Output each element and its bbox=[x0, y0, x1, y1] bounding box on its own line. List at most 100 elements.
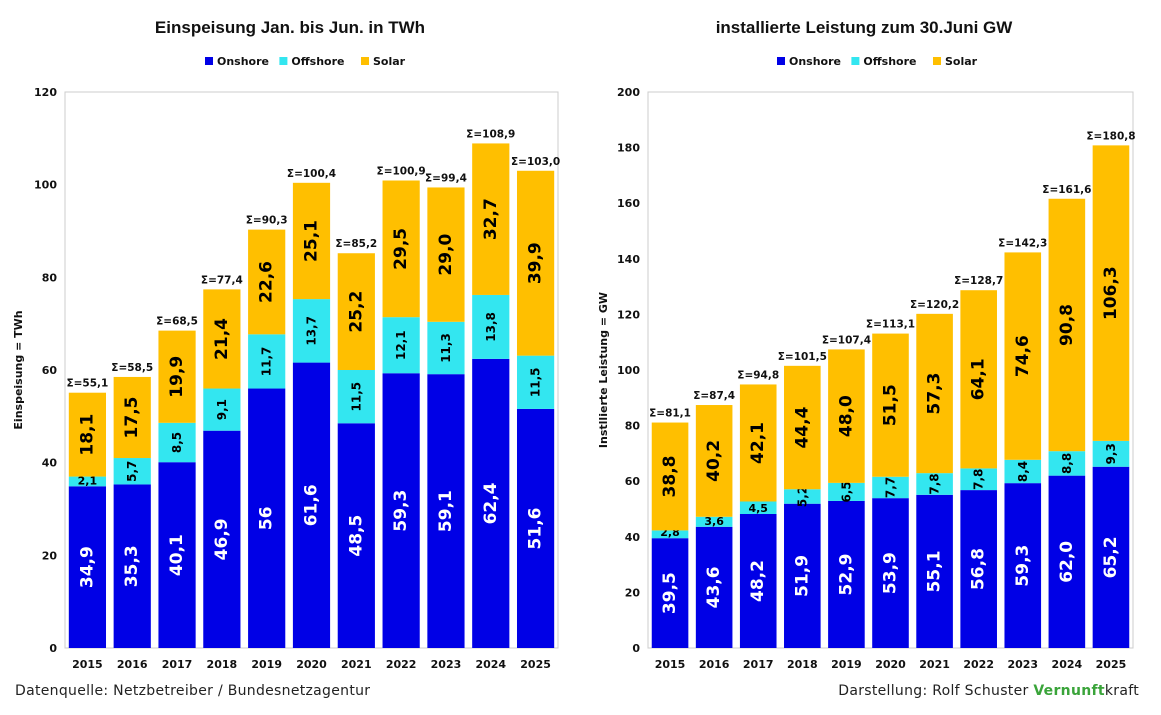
chart2-legend-swatch-solar bbox=[933, 57, 941, 65]
chart1-label-offshore-2016: 5,7 bbox=[125, 461, 139, 482]
chart1-bar-onshore-2021 bbox=[337, 423, 375, 648]
chart2-ylabel: Instllierte Leistung = GW bbox=[597, 292, 610, 448]
chart2-total-2024: Σ=161,6 bbox=[1042, 184, 1091, 196]
chart2-xtick-2025: 2025 bbox=[1096, 658, 1127, 671]
chart2-label-solar-2022: 64,1 bbox=[969, 358, 989, 400]
chart2-legend-label-solar: Solar bbox=[945, 55, 978, 68]
chart1-label-onshore-2022: 59,3 bbox=[391, 490, 411, 532]
chart2-bar-onshore-2018 bbox=[784, 503, 821, 648]
chart2-bar-offshore-2020 bbox=[872, 476, 909, 499]
chart2-label-offshore-2019: 6,5 bbox=[839, 481, 853, 502]
chart2-bar-solar-2019 bbox=[828, 349, 865, 483]
chart1-bar-solar-2024 bbox=[472, 143, 510, 295]
chart1-title: Einspeisung Jan. bis Jun. in TWh bbox=[155, 18, 425, 37]
chart1-legend-swatch-onshore bbox=[205, 57, 213, 65]
chart1-label-offshore-2024: 13,8 bbox=[484, 312, 498, 342]
chart1-label-offshore-2017: 8,5 bbox=[170, 432, 184, 453]
chart2-ytick-label: 80 bbox=[625, 420, 641, 433]
chart1-label-offshore-2021: 11,5 bbox=[349, 382, 363, 412]
chart2-label-offshore-2025: 9,3 bbox=[1104, 443, 1118, 464]
chart2-bar-solar-2022 bbox=[960, 290, 997, 469]
chart2-xtick-2021: 2021 bbox=[919, 658, 950, 671]
chart1-bar-offshore-2020 bbox=[292, 299, 331, 363]
chart1-label-solar-2023: 29,0 bbox=[436, 233, 456, 275]
chart1-label-offshore-2019: 11,7 bbox=[260, 347, 274, 377]
chart1-label-solar-2019: 22,6 bbox=[257, 261, 277, 303]
chart2-label-offshore-2018: 5,2 bbox=[795, 486, 809, 507]
chart1-label-onshore-2018: 46,9 bbox=[212, 518, 232, 560]
chart2-bar-offshore-2024 bbox=[1048, 451, 1086, 476]
chart2-label-solar-2016: 40,2 bbox=[704, 440, 724, 482]
chart2-label-solar-2015: 38,8 bbox=[660, 455, 680, 497]
chart2-bar-offshore-2019 bbox=[828, 482, 865, 501]
chart1-ytick-label: 100 bbox=[34, 179, 57, 192]
chart1-xtick-2016: 2016 bbox=[117, 658, 148, 671]
chart1-bar-offshore-2017 bbox=[158, 422, 196, 463]
chart2-bar-onshore-2017 bbox=[739, 514, 777, 648]
credit-note: Darstellung: Rolf Schuster Vernunftkraft bbox=[838, 683, 1139, 699]
chart1-total-2021: Σ=85,2 bbox=[335, 238, 377, 250]
chart2-total-2018: Σ=101,5 bbox=[778, 351, 827, 363]
chart2-bar-onshore-2016 bbox=[695, 526, 733, 648]
chart2-bar-onshore-2019 bbox=[828, 500, 865, 648]
chart2-label-onshore-2015: 39,5 bbox=[660, 572, 680, 614]
chart2-bar-solar-2020 bbox=[872, 333, 909, 477]
chart1-label-offshore-2018: 9,1 bbox=[215, 399, 229, 420]
chart2-bar-onshore-2024 bbox=[1048, 475, 1086, 648]
chart1-label-solar-2017: 19,9 bbox=[167, 356, 187, 398]
chart1-bar-offshore-2022 bbox=[382, 317, 420, 374]
chart1-bar-solar-2025 bbox=[516, 170, 555, 356]
chart1-label-offshore-2022: 12,1 bbox=[394, 330, 408, 360]
chart2-bar-offshore-2021 bbox=[916, 473, 953, 495]
chart1-label-solar-2022: 29,5 bbox=[391, 228, 411, 270]
chart1-bar-onshore-2020 bbox=[292, 362, 331, 648]
chart1-label-onshore-2024: 62,4 bbox=[481, 482, 501, 524]
chart2-bar-solar-2025 bbox=[1092, 145, 1130, 441]
chart2-xtick-2018: 2018 bbox=[787, 658, 818, 671]
chart2-legend-swatch-onshore bbox=[777, 57, 785, 65]
chart2-legend-label-onshore: Onshore bbox=[789, 55, 841, 68]
chart1-ytick-label: 60 bbox=[42, 364, 58, 377]
chart2-ytick-label: 120 bbox=[617, 308, 640, 321]
chart1-label-solar-2025: 39,9 bbox=[526, 242, 546, 284]
chart1-label-solar-2016: 17,5 bbox=[122, 397, 142, 439]
chart1-ytick-label: 20 bbox=[42, 549, 58, 562]
chart1-xtick-2017: 2017 bbox=[162, 658, 193, 671]
chart1-ytick-label: 40 bbox=[42, 457, 58, 470]
chart2-bar-offshore-2017 bbox=[739, 501, 777, 515]
chart1-legend-swatch-offshore bbox=[279, 57, 288, 65]
chart2-label-solar-2020: 51,5 bbox=[881, 384, 901, 426]
chart2-bar-onshore-2021 bbox=[916, 494, 953, 648]
chart2-bar-onshore-2015 bbox=[651, 538, 689, 648]
chart2-bar-offshore-2016 bbox=[695, 516, 733, 527]
chart2-label-onshore-2022: 56,8 bbox=[969, 548, 989, 590]
chart2-total-2019: Σ=107,4 bbox=[822, 334, 871, 346]
chart2-ytick-label: 200 bbox=[617, 86, 640, 99]
chart2-xtick-2017: 2017 bbox=[743, 658, 774, 671]
chart1-xtick-2015: 2015 bbox=[72, 658, 103, 671]
chart2-label-solar-2018: 44,4 bbox=[792, 406, 812, 448]
chart2-total-2017: Σ=94,8 bbox=[737, 369, 779, 381]
chart1-label-offshore-2023: 11,3 bbox=[439, 333, 453, 363]
chart2-label-offshore-2016: 3,6 bbox=[704, 515, 724, 528]
chart2-total-2025: Σ=180,8 bbox=[1086, 130, 1135, 142]
chart2-ytick-label: 40 bbox=[625, 531, 641, 544]
chart1-xtick-2019: 2019 bbox=[251, 658, 282, 671]
chart1-legend-label-onshore: Onshore bbox=[217, 55, 269, 68]
chart1-label-onshore-2025: 51,6 bbox=[526, 507, 546, 549]
chart2-total-2015: Σ=81,1 bbox=[649, 408, 691, 420]
chart2-label-offshore-2023: 8,4 bbox=[1016, 461, 1030, 482]
chart2-total-2022: Σ=128,7 bbox=[954, 275, 1003, 287]
credit-text: Darstellung: Rolf Schuster bbox=[838, 683, 1029, 699]
chart2-label-onshore-2019: 52,9 bbox=[836, 553, 856, 595]
chart2-label-solar-2025: 106,3 bbox=[1101, 266, 1121, 320]
chart1-total-2019: Σ=90,3 bbox=[246, 215, 288, 227]
chart1-bar-offshore-2015 bbox=[68, 476, 107, 487]
chart2-bar-onshore-2025 bbox=[1092, 466, 1130, 648]
chart2-label-offshore-2022: 7,8 bbox=[972, 469, 986, 490]
chart2-ytick-label: 160 bbox=[617, 197, 640, 210]
chart2-total-2020: Σ=113,1 bbox=[866, 319, 915, 331]
chart1-label-onshore-2019: 56 bbox=[257, 506, 277, 530]
chart2-bar-solar-2016 bbox=[695, 405, 733, 517]
chart1-total-2016: Σ=58,5 bbox=[111, 362, 153, 374]
